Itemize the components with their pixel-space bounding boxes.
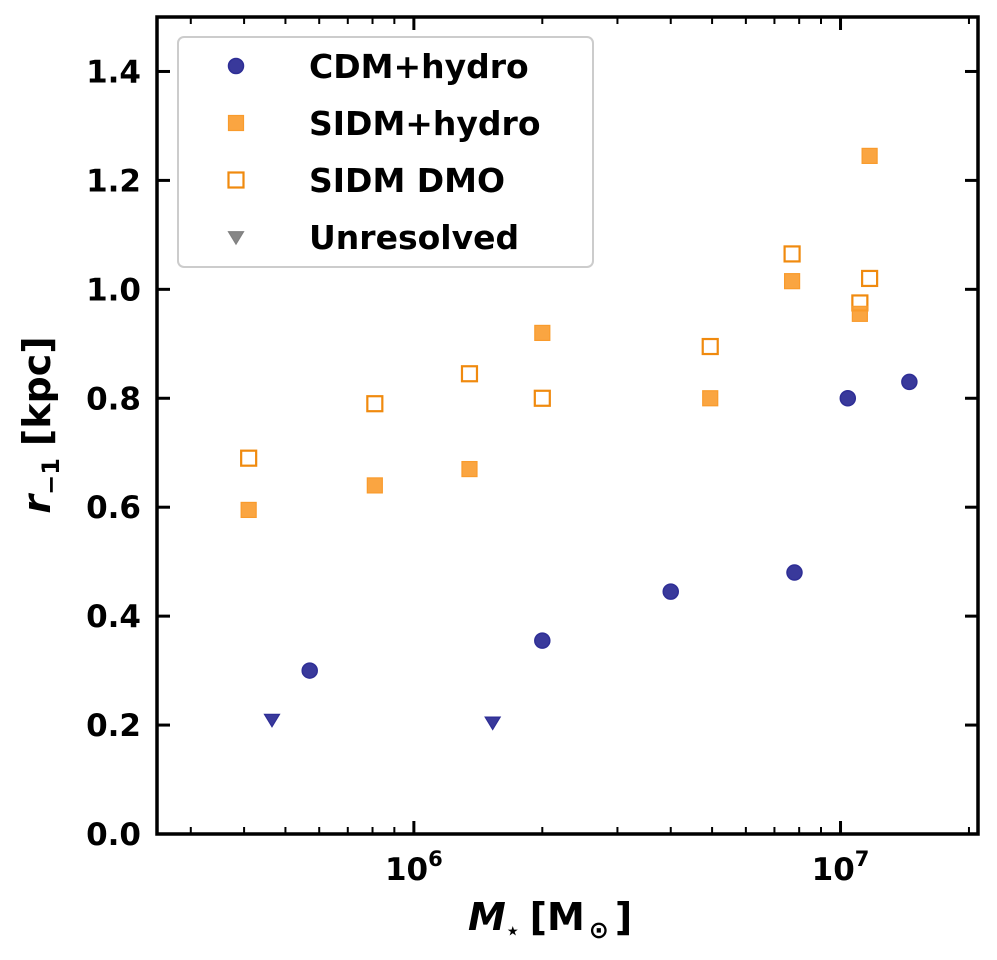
data-point xyxy=(460,365,479,383)
y-tick-label: 1.0 xyxy=(86,272,141,308)
data-point xyxy=(461,460,478,478)
y-tick-label: 0.2 xyxy=(86,708,141,744)
y-tick-label: 0.6 xyxy=(86,490,141,526)
data-point xyxy=(786,564,803,581)
x-axis-title-main: M xyxy=(468,895,506,939)
data-point xyxy=(533,389,551,407)
data-point xyxy=(301,662,318,679)
legend-marker xyxy=(227,57,245,75)
data-point xyxy=(534,632,551,649)
data-point xyxy=(484,716,502,731)
series-sidm-hydro xyxy=(240,147,878,519)
x-tick-label: 106 xyxy=(385,847,443,888)
data-point xyxy=(702,390,719,407)
y-axis-title-sub: −1 xyxy=(37,458,65,495)
x-axis-title-close: ] xyxy=(615,895,632,939)
data-point xyxy=(839,390,857,407)
y-tick-label: 0.8 xyxy=(86,381,141,417)
data-point xyxy=(240,449,258,467)
y-axis-title: r−1 [kpc] xyxy=(15,336,65,513)
legend-label: CDM+hydro xyxy=(309,47,529,86)
data-point xyxy=(861,269,879,288)
legend-label: SIDM DMO xyxy=(309,161,505,200)
ticks-layer: 0.0 0.2 0.4 0.6 0.8 1.0 1.2 1.4 106 107 xyxy=(86,17,978,888)
data-point xyxy=(263,713,281,728)
data-point xyxy=(783,273,801,290)
legend-box xyxy=(177,36,594,268)
legend-marker xyxy=(227,114,245,132)
x-tick-label: 107 xyxy=(812,847,870,888)
data-point xyxy=(901,373,918,391)
series-cdm-hydro xyxy=(301,373,918,679)
data-point xyxy=(783,245,801,263)
series-unresolved xyxy=(263,713,502,731)
svg-text:M⋆[M⊙]: M⋆ [M ⊙] xyxy=(468,895,632,944)
x-axis-title: M⋆ [M ⊙] xyxy=(468,895,632,944)
data-point xyxy=(861,147,878,164)
y-tick-label: 1.2 xyxy=(86,163,141,199)
y-tick-label: 0.0 xyxy=(86,817,141,853)
x-axis-title-unit: [M xyxy=(530,895,585,939)
data-point xyxy=(851,305,868,322)
y-tick-label: 1.4 xyxy=(86,54,141,90)
y-axis-title-unit: [kpc] xyxy=(15,336,59,446)
data-point xyxy=(366,395,384,413)
data-point xyxy=(534,324,551,342)
legend-label: Unresolved xyxy=(309,218,519,257)
x-axis-title-sub: ⋆ xyxy=(506,919,520,944)
legend-label: SIDM+hydro xyxy=(309,104,541,143)
legend: CDM+hydro SIDM+hydro SIDM DMO Unresolved xyxy=(177,36,594,268)
y-axis-title-main: r xyxy=(15,493,59,514)
series-sidm-dmo xyxy=(240,245,879,467)
y-tick-label: 0.4 xyxy=(86,599,141,635)
data-point xyxy=(240,501,257,519)
svg-text:r−1[kpc]: r−1 [kpc] xyxy=(15,336,65,513)
x-axis-title-unit-sub: ⊙ xyxy=(589,916,609,944)
data-point xyxy=(701,337,719,356)
data-marks xyxy=(240,147,918,731)
data-point xyxy=(366,477,383,494)
plot-frame xyxy=(155,15,980,836)
legend-marker xyxy=(227,231,245,246)
data-point xyxy=(662,583,679,600)
legend-marker xyxy=(227,171,245,189)
